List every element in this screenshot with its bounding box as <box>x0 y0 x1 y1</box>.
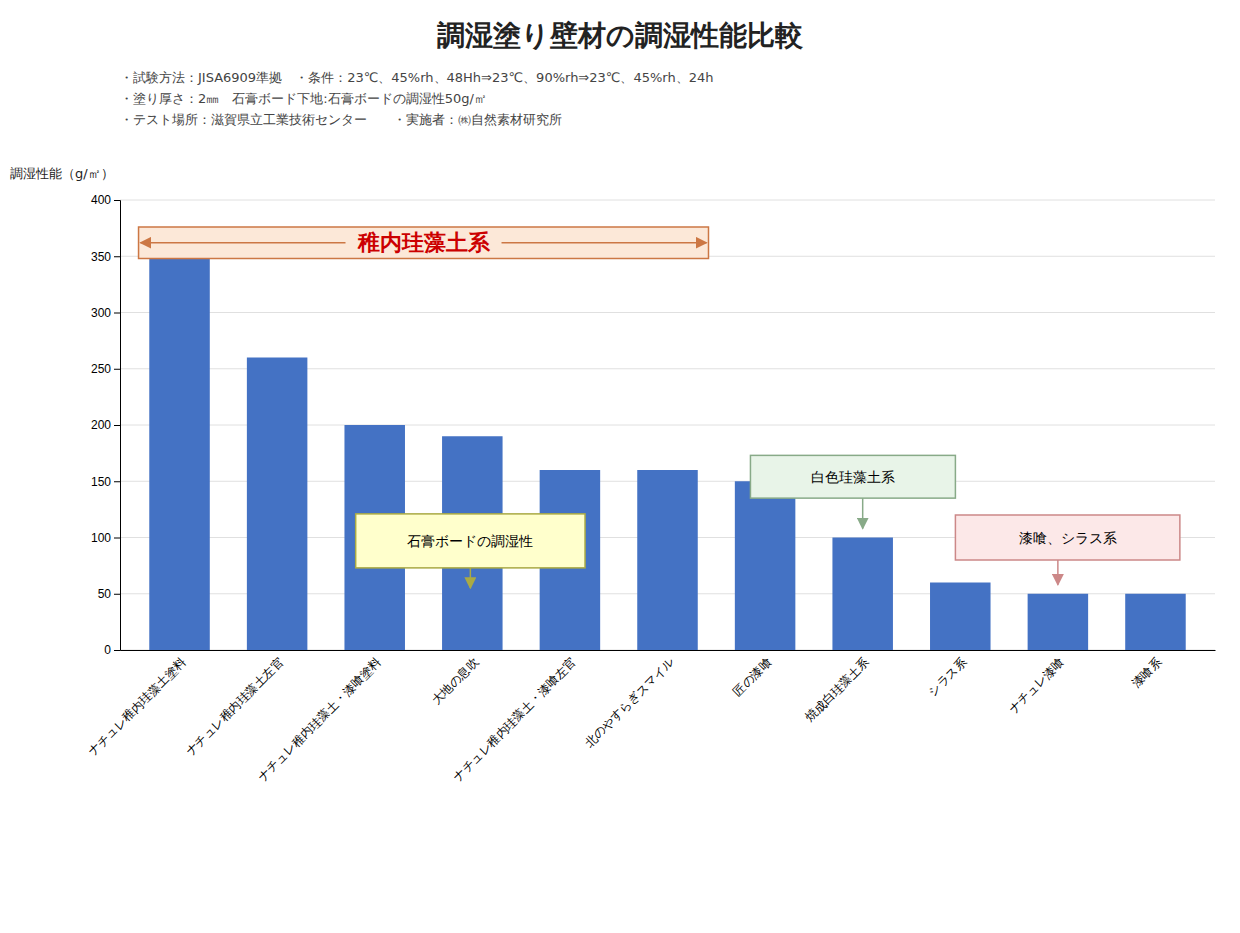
x-tick-label: 焼成白珪藻土系 <box>802 655 871 724</box>
title: 調湿塗り壁材の調湿性能比較 <box>437 19 804 52</box>
y-tick-mark <box>114 425 120 426</box>
x-tick: 匠の漆喰 <box>730 655 774 699</box>
annotation-text: 白色珪藻土系 <box>811 469 895 485</box>
annotation-text: 石膏ボードの調湿性 <box>407 533 533 549</box>
y-tick-mark <box>114 594 120 595</box>
y-tick: 400 <box>91 193 120 207</box>
y-axis-label: 調湿性能（g/㎡） <box>10 166 114 181</box>
x-tick-label: ナチュレ稚内珪藻土塗料 <box>85 655 188 758</box>
subtitle: ・試験方法：JISA6909準拠 ・条件：23℃、45%rh、48Hh⇒23℃、… <box>120 70 713 85</box>
bar <box>247 358 308 651</box>
x-axis: ナチュレ稚内珪藻土塗料ナチュレ稚内珪藻土左官ナチュレ稚内珪藻土・漆喰塗料大地の息… <box>85 651 1215 784</box>
bars <box>149 256 1185 650</box>
x-tick: 焼成白珪藻土系 <box>802 655 871 724</box>
x-tick-label: 北のやすらぎスマイル <box>582 655 677 750</box>
bar <box>149 256 210 650</box>
subtitle: ・塗り厚さ：2㎜ 石膏ボード下地:石膏ボードの調湿性50g/㎡ <box>120 91 487 106</box>
annotation-text: 漆喰、シラス系 <box>1019 530 1117 546</box>
y-tick-mark <box>114 313 120 314</box>
annotation: 漆喰、シラス系 <box>955 515 1179 585</box>
y-tick-label: 200 <box>91 418 111 432</box>
x-tick: シラス系 <box>926 655 970 699</box>
y-tick: 50 <box>98 587 120 601</box>
x-tick: ナチュレ稚内珪藻土左官 <box>183 655 286 758</box>
annotation-box <box>139 227 709 259</box>
grid-line <box>120 312 1215 313</box>
bar <box>735 481 796 650</box>
bar <box>637 470 698 650</box>
y-tick: 150 <box>91 475 120 489</box>
y-tick-label: 150 <box>91 475 111 489</box>
bar <box>930 583 991 651</box>
grid-line <box>120 200 1215 201</box>
y-tick-label: 250 <box>91 362 111 376</box>
y-tick-mark <box>114 369 120 370</box>
y-tick: 200 <box>91 418 120 432</box>
annotation: 白色珪藻土系 <box>750 455 955 528</box>
annotations: 稚内珪藻土系石膏ボードの調湿性 白色珪藻土系漆喰、シラス系 <box>139 227 1180 588</box>
y-tick-mark <box>114 650 120 651</box>
x-tick-label: ナチュレ稚内珪藻土左官 <box>183 655 286 758</box>
y-tick-label: 400 <box>91 193 111 207</box>
x-tick-label: 大地の息吹 <box>429 655 481 707</box>
y-tick-mark <box>114 200 120 201</box>
subtitle: ・テスト場所：滋賀県立工業技術センター ・実施者：㈱自然素材研究所 <box>120 112 562 127</box>
y-tick: 100 <box>91 531 120 545</box>
y-tick-label: 0 <box>104 643 111 657</box>
annotation-box <box>356 514 585 568</box>
annotation-arrow <box>862 498 864 528</box>
bar <box>1125 594 1186 650</box>
x-tick-label: 漆喰系 <box>1129 655 1164 690</box>
y-tick-label: 300 <box>91 306 111 320</box>
y-axis-line <box>114 201 121 651</box>
x-tick-label: シラス系 <box>926 655 970 699</box>
y-tick: 0 <box>104 643 120 657</box>
x-tick: ナチュレ稚内珪藻土・漆喰塗料 <box>255 655 384 784</box>
y-tick-mark <box>114 481 120 482</box>
y-tick: 250 <box>91 362 120 376</box>
annotation-box <box>750 455 955 498</box>
y-tick-mark <box>114 538 120 539</box>
chart: 調湿塗り壁材の調湿性能比較・試験方法：JISA6909準拠 ・条件：23℃、45… <box>0 0 1240 933</box>
annotation-arrow <box>1057 560 1059 585</box>
bar <box>832 538 893 651</box>
y-tick: 300 <box>91 306 120 320</box>
grid <box>120 200 1215 650</box>
annotation: 石膏ボードの調湿性 <box>356 514 585 588</box>
y-tick-label: 350 <box>91 250 111 264</box>
bar <box>1028 594 1089 650</box>
x-tick-label: ナチュレ稚内珪藻土・漆喰左官 <box>450 655 579 784</box>
annotation-text-bg <box>346 229 502 257</box>
x-tick: 北のやすらぎスマイル <box>582 655 677 750</box>
y-tick: 350 <box>91 250 120 264</box>
annotation-text: 稚内珪藻土系 <box>357 230 491 255</box>
annotation-box <box>955 515 1179 560</box>
x-axis-line <box>121 650 1216 651</box>
x-tick-label: ナチュレ漆喰 <box>1006 655 1067 716</box>
x-tick-label: ナチュレ稚内珪藻土・漆喰塗料 <box>255 655 384 784</box>
annotation-arrow <box>470 568 472 588</box>
x-tick: ナチュレ稚内珪藻土・漆喰左官 <box>450 655 579 784</box>
x-tick: 大地の息吹 <box>429 655 481 707</box>
y-tick-mark <box>114 256 120 257</box>
annotation: 稚内珪藻土系 <box>139 227 709 259</box>
y-tick-label: 100 <box>91 531 111 545</box>
x-tick: 漆喰系 <box>1129 655 1164 690</box>
x-tick: ナチュレ漆喰 <box>1006 655 1067 716</box>
y-tick-label: 50 <box>98 587 112 601</box>
x-tick-label: 匠の漆喰 <box>730 655 774 699</box>
y-axis: 0 50 100 150 200 250 300 350 400 <box>91 193 121 657</box>
x-tick: ナチュレ稚内珪藻土塗料 <box>85 655 188 758</box>
